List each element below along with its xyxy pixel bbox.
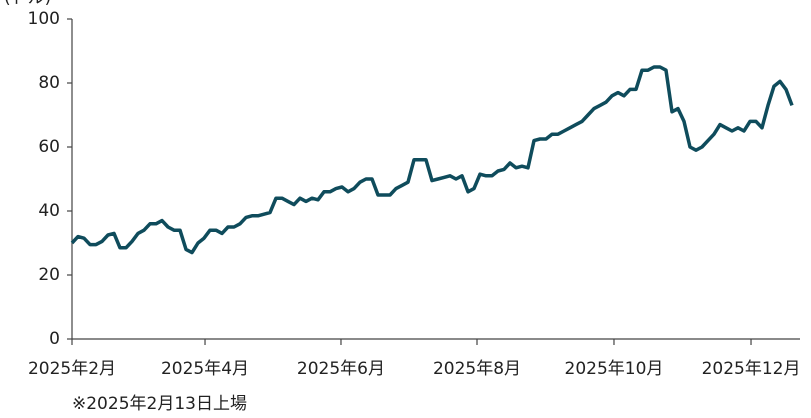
y-tick-label: 40 (38, 201, 60, 221)
price-line (70, 65, 794, 255)
footnote: ※2025年2月13日上場 (72, 394, 247, 414)
x-tick-label: 2025年12月 (702, 359, 801, 379)
x-tick-label: 2025年4月 (161, 359, 249, 379)
y-axis-label: (ドル) (4, 0, 51, 8)
y-tick-label: 80 (38, 73, 60, 93)
y-tick-label: 0 (49, 329, 60, 349)
y-tick-label: 20 (38, 265, 60, 285)
x-tick-label: 2025年10月 (565, 359, 664, 379)
y-tick-label: 100 (28, 9, 60, 29)
x-tick-label: 2025年6月 (297, 359, 385, 379)
x-tick-label: 2025年2月 (28, 359, 116, 379)
y-tick-label: 60 (38, 137, 60, 157)
x-tick-label: 2025年8月 (433, 359, 521, 379)
